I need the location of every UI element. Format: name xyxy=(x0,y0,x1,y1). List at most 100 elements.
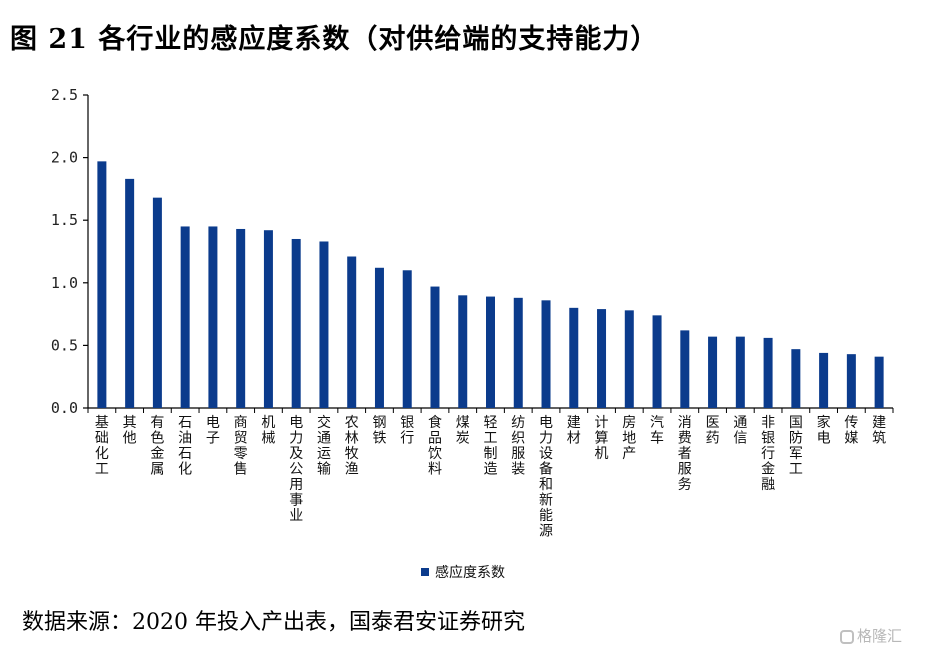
category-label-char: 食 xyxy=(428,414,442,431)
y-tick-label: 2.5 xyxy=(51,86,78,104)
category-label-char: 工 xyxy=(789,462,803,478)
category-label-char: 机 xyxy=(261,415,275,431)
category-label: 家电 xyxy=(817,414,831,447)
legend-label: 感应度系数 xyxy=(435,564,505,581)
bar xyxy=(291,238,301,408)
bar-series xyxy=(97,161,884,408)
category-label-char: 制 xyxy=(484,446,498,462)
category-label-char: 设 xyxy=(539,446,553,462)
category-label-char: 工 xyxy=(95,462,109,478)
category-label: 其他 xyxy=(123,415,137,447)
category-label-char: 行 xyxy=(400,431,414,447)
category-label: 消费者服务 xyxy=(678,415,692,493)
bar-chart: 0.00.51.01.52.02.5 基础化工其他有色金属石油石化电子商贸零售机… xyxy=(51,86,894,581)
category-label: 农林牧渔 xyxy=(345,415,359,478)
legend-swatch xyxy=(421,568,429,576)
bar xyxy=(541,300,551,408)
category-label-char: 国 xyxy=(789,415,803,431)
category-label-char: 力 xyxy=(289,431,303,447)
category-label: 非银行金融 xyxy=(761,415,775,493)
category-label-char: 渔 xyxy=(345,462,359,478)
category-label-char: 他 xyxy=(123,431,137,447)
category-label-char: 钢 xyxy=(372,415,386,431)
category-label-char: 备 xyxy=(539,461,553,478)
category-label-char: 商 xyxy=(234,415,248,431)
category-labels: 基础化工其他有色金属石油石化电子商贸零售机械电力及公用事业交通运输农林牧渔钢铁银… xyxy=(95,414,886,540)
category-label-char: 媒 xyxy=(844,431,858,447)
legend: 感应度系数 xyxy=(421,564,505,581)
bar xyxy=(180,226,190,408)
category-label-char: 药 xyxy=(706,431,720,447)
category-label-char: 运 xyxy=(317,446,331,462)
category-label: 基础化工 xyxy=(95,414,109,478)
category-label-char: 非 xyxy=(761,415,775,431)
y-tick-label: 1.5 xyxy=(51,211,78,229)
category-label-char: 机 xyxy=(595,446,609,462)
y-tick-label: 0.0 xyxy=(51,399,78,417)
category-label-char: 产 xyxy=(622,446,636,462)
category-label-char: 其 xyxy=(123,415,137,431)
category-label-char: 力 xyxy=(539,431,553,447)
bar xyxy=(708,336,718,408)
bar xyxy=(319,241,329,408)
category-label-char: 银 xyxy=(761,431,775,447)
category-label-char: 地 xyxy=(622,431,636,447)
category-label-char: 建 xyxy=(567,415,581,431)
category-label-char: 消 xyxy=(678,415,692,431)
category-label: 石油石化 xyxy=(178,415,192,478)
x-axis xyxy=(87,407,894,413)
y-tick-label: 2.0 xyxy=(51,149,78,167)
category-label-char: 交 xyxy=(317,414,331,431)
bar xyxy=(791,349,801,408)
category-label-char: 电 xyxy=(817,431,831,447)
category-label-char: 务 xyxy=(678,477,692,493)
bar xyxy=(624,310,634,408)
category-label-char: 能 xyxy=(539,508,553,524)
bar xyxy=(458,295,468,408)
category-label-char: 传 xyxy=(844,415,858,431)
figure-title: 图 21 各行业的感应度系数（对供给端的支持能力） xyxy=(10,24,659,55)
category-label-char: 融 xyxy=(761,477,775,493)
watermark: 格隆汇 xyxy=(840,624,902,648)
category-label-char: 源 xyxy=(539,524,553,540)
category-label: 煤炭 xyxy=(456,415,470,447)
bar xyxy=(208,226,218,408)
bar xyxy=(680,330,690,408)
category-label-char: 新 xyxy=(539,493,553,509)
category-label-char: 牧 xyxy=(345,446,359,462)
bar xyxy=(347,256,357,408)
category-label-char: 车 xyxy=(650,430,664,447)
y-tick-label: 0.5 xyxy=(51,336,78,354)
category-label: 电力及公用事业 xyxy=(289,415,303,524)
category-label-char: 农 xyxy=(345,415,359,431)
category-label-char: 用 xyxy=(289,477,303,493)
category-label-char: 械 xyxy=(261,431,275,447)
category-label: 建材 xyxy=(567,415,581,447)
category-label-char: 房 xyxy=(622,415,636,431)
category-label: 电力设备和新能源 xyxy=(539,415,553,540)
category-label: 交通运输 xyxy=(317,414,331,478)
category-label-char: 材 xyxy=(567,431,581,447)
category-label-char: 有 xyxy=(150,415,164,431)
category-label-char: 属 xyxy=(150,462,164,478)
category-label-char: 通 xyxy=(317,431,331,447)
category-label: 计算机 xyxy=(595,415,609,462)
category-label-char: 事 xyxy=(289,493,303,509)
category-label-char: 子 xyxy=(206,431,220,447)
bar xyxy=(152,197,162,408)
category-label-char: 建 xyxy=(872,415,886,431)
category-label-char: 品 xyxy=(428,431,442,447)
y-axis: 0.0 0.5 1.0 1.5 2.0 2.5 xyxy=(51,86,89,417)
category-label-char: 和 xyxy=(539,477,553,493)
category-label-char: 通 xyxy=(733,415,747,431)
category-label-char: 金 xyxy=(150,446,164,462)
watermark-text: 格隆汇 xyxy=(857,627,903,645)
category-label-char: 工 xyxy=(484,431,498,447)
category-label-char: 贸 xyxy=(234,431,248,447)
category-label-char: 电 xyxy=(206,415,220,431)
bar xyxy=(513,297,523,408)
category-label-char: 医 xyxy=(706,415,720,431)
category-label: 商贸零售 xyxy=(234,415,248,478)
category-label-char: 防 xyxy=(789,431,803,447)
bar xyxy=(874,356,884,408)
